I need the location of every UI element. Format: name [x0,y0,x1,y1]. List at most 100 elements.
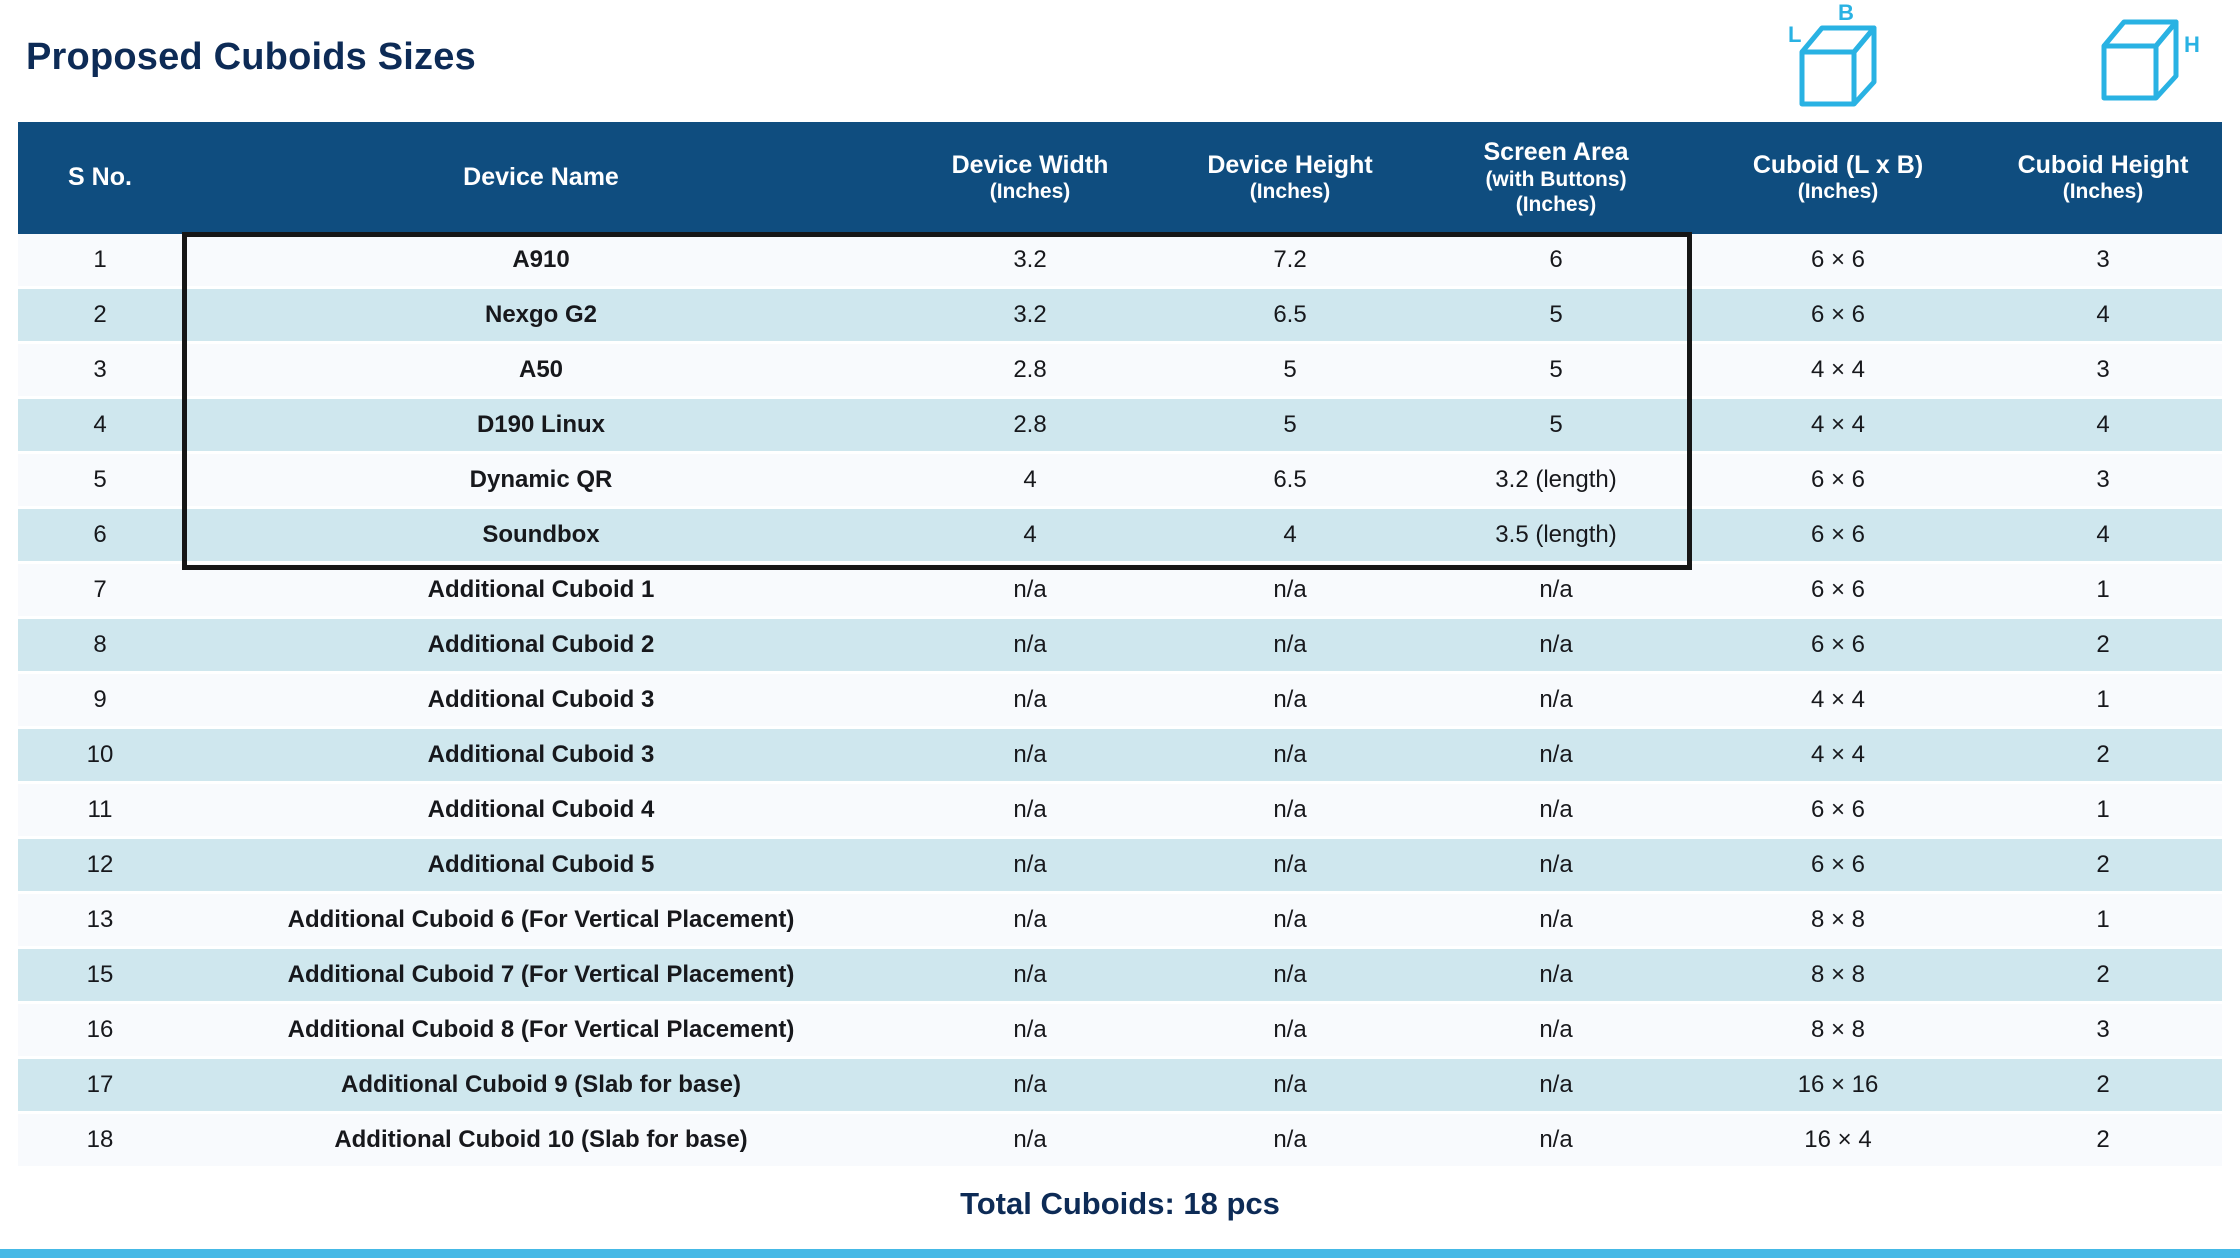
cell-cuboid-height: 1 [1984,782,2222,839]
cell-device-height: 5 [1160,342,1420,399]
table-row: 8 Additional Cuboid 2 n/a n/a n/a 6 × 6 … [18,617,2222,674]
header-label: Device Name [463,163,619,192]
table-row: 11 Additional Cuboid 4 n/a n/a n/a 6 × 6… [18,782,2222,839]
header-sub: (Inches) [989,180,1071,204]
cell-sno: 4 [18,397,182,454]
table-row: 4 D190 Linux 2.8 5 5 4 × 4 4 [18,397,2222,454]
cell-device-height: n/a [1160,1002,1420,1059]
header-label: Screen Area [1483,138,1629,167]
cell-cuboid-lxb: 6 × 6 [1692,782,1984,839]
cell-cuboid-height: 2 [1984,837,2222,894]
cell-cuboid-lxb: 6 × 6 [1692,452,1984,509]
cell-cuboid-height: 3 [1984,234,2222,289]
cell-cuboid-lxb: 6 × 6 [1692,287,1984,344]
cuboid-h-icon: H [2101,19,2200,101]
header-sub: (Inches) [1249,180,1331,204]
cell-cuboid-height: 3 [1984,1002,2222,1059]
page-title: Proposed Cuboids Sizes [26,36,476,78]
total-cuboids-label: Total Cuboids: 18 pcs [960,1186,1280,1221]
cell-sno: 18 [18,1112,182,1169]
header-label: Device Height [1207,150,1373,179]
cell-cuboid-lxb: 6 × 6 [1692,617,1984,674]
cell-cuboid-height: 1 [1984,892,2222,949]
cell-cuboid-lxb: 16 × 16 [1692,1057,1984,1114]
table-row: 1 A910 3.2 7.2 6 6 × 6 3 [18,234,2222,289]
cell-cuboid-lxb: 6 × 6 [1692,234,1984,289]
cell-device-height: n/a [1160,617,1420,674]
cell-cuboid-height: 3 [1984,452,2222,509]
cell-screen-area: n/a [1420,782,1692,839]
cell-device-height: n/a [1160,947,1420,1004]
cell-cuboid-lxb: 4 × 4 [1692,342,1984,399]
cell-screen-area: n/a [1420,1112,1692,1169]
cell-device-height: n/a [1160,837,1420,894]
cell-device-height: 4 [1160,507,1420,564]
cell-sno: 10 [18,727,182,784]
cell-device-height: 6.5 [1160,452,1420,509]
cell-device-height: n/a [1160,562,1420,619]
cell-device-width: n/a [900,837,1160,894]
cell-screen-area: 5 [1420,397,1692,454]
cell-screen-area: n/a [1420,947,1692,1004]
cell-device-height: n/a [1160,727,1420,784]
cell-device-height: 5 [1160,397,1420,454]
cell-device-width: n/a [900,1002,1160,1059]
table-row: 6 Soundbox 4 4 3.5 (length) 6 × 6 4 [18,507,2222,564]
cell-cuboid-height: 3 [1984,342,2222,399]
cell-cuboid-height: 2 [1984,617,2222,674]
cell-cuboid-lxb: 6 × 6 [1692,507,1984,564]
cell-screen-area: 3.2 (length) [1420,452,1692,509]
cell-sno: 13 [18,892,182,949]
cell-device-name: Additional Cuboid 10 (Slab for base) [182,1112,900,1169]
cell-device-width: n/a [900,1057,1160,1114]
cell-device-width: n/a [900,617,1160,674]
table-row: 7 Additional Cuboid 1 n/a n/a n/a 6 × 6 … [18,562,2222,619]
table-row: 3 A50 2.8 5 5 4 × 4 3 [18,342,2222,399]
table-row: 5 Dynamic QR 4 6.5 3.2 (length) 6 × 6 3 [18,452,2222,509]
cell-device-width: n/a [900,782,1160,839]
cell-device-name: D190 Linux [182,397,900,454]
header-sub: (Inches) [1515,192,1597,216]
table-row: 12 Additional Cuboid 5 n/a n/a n/a 6 × 6… [18,837,2222,894]
cell-device-height: n/a [1160,892,1420,949]
cell-cuboid-height: 4 [1984,507,2222,564]
cell-sno: 8 [18,617,182,674]
cell-device-name: Soundbox [182,507,900,564]
header-device-name: Device Name [182,122,900,234]
cell-device-width: n/a [900,562,1160,619]
table-row: 10 Additional Cuboid 3 n/a n/a n/a 4 × 4… [18,727,2222,784]
cell-cuboid-lxb: 4 × 4 [1692,672,1984,729]
cuboids-table: S No. Device Name Device Width (Inches) … [18,122,2222,1169]
cell-sno: 11 [18,782,182,839]
cell-device-width: n/a [900,727,1160,784]
table-row: 2 Nexgo G2 3.2 6.5 5 6 × 6 4 [18,287,2222,344]
table-row: 13 Additional Cuboid 6 (For Vertical Pla… [18,892,2222,949]
bottom-accent-rule [0,1249,2240,1258]
header-sub: (Inches) [1797,180,1879,204]
header-device-width: Device Width (Inches) [900,122,1160,234]
header-screen-area: Screen Area (with Buttons) (Inches) [1420,122,1692,234]
label-b: B [1838,4,1854,25]
cell-device-width: n/a [900,1112,1160,1169]
cell-cuboid-height: 4 [1984,287,2222,344]
cell-cuboid-height: 2 [1984,947,2222,1004]
cell-screen-area: n/a [1420,727,1692,784]
cell-cuboid-lxb: 6 × 6 [1692,562,1984,619]
cell-cuboid-height: 2 [1984,1112,2222,1169]
cell-cuboid-height: 1 [1984,562,2222,619]
cell-sno: 2 [18,287,182,344]
cell-sno: 5 [18,452,182,509]
cell-device-height: n/a [1160,782,1420,839]
cell-screen-area: n/a [1420,1002,1692,1059]
cell-device-width: n/a [900,672,1160,729]
cell-device-name: Additional Cuboid 4 [182,782,900,839]
cuboids-table-wrap: S No. Device Name Device Width (Inches) … [18,122,2222,1169]
cell-screen-area: n/a [1420,672,1692,729]
cell-cuboid-height: 2 [1984,1057,2222,1114]
cell-device-name: Dynamic QR [182,452,900,509]
cell-device-height: n/a [1160,672,1420,729]
header-sub: (Inches) [2062,180,2144,204]
cell-device-name: Additional Cuboid 8 (For Vertical Placem… [182,1002,900,1059]
cell-cuboid-height: 1 [1984,672,2222,729]
header-label: Device Width [951,150,1109,179]
